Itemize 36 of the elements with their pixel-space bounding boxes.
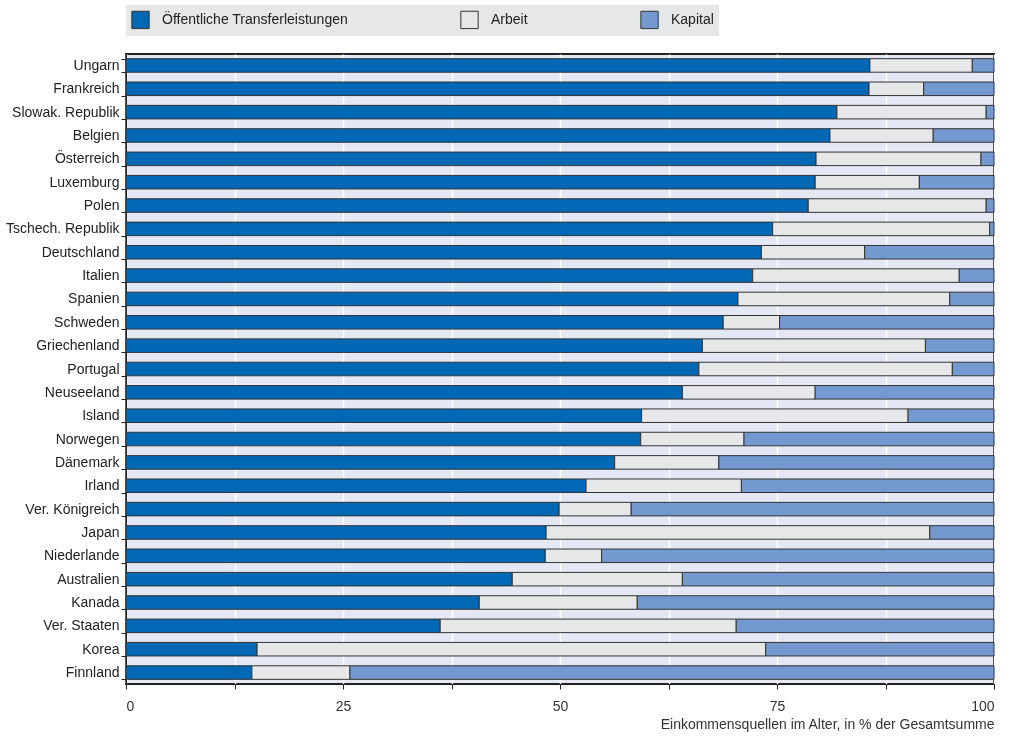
y-tick-label: Spanien	[68, 290, 120, 307]
y-tick-label: Korea	[82, 640, 120, 657]
y-tick-label: Frankreich	[53, 80, 120, 97]
y-tick-label: Deutschland	[41, 243, 120, 260]
y-tick-label: Portugal	[67, 360, 120, 377]
y-tick-label: Luxemburg	[49, 173, 120, 190]
y-tick-label: Norwegen	[55, 430, 120, 447]
y-tick-label: Italien	[82, 267, 120, 284]
y-tick-label: Finnland	[65, 664, 120, 681]
y-tick-label: Polen	[83, 197, 120, 214]
legend-label: Öffentliche Transferleistungen	[162, 9, 348, 27]
y-tick-label: Japan	[81, 523, 120, 540]
y-tick-label: Ver. Königreich	[25, 500, 120, 517]
y-tick-label: Österreich	[54, 149, 120, 167]
y-tick-label: Island	[82, 407, 120, 424]
y-tick-label: Belgien	[72, 126, 120, 143]
legend-label: Kapital	[671, 10, 714, 27]
y-tick-label: Tschech. Republik	[5, 220, 121, 237]
legend-label: Arbeit	[491, 10, 528, 27]
y-tick-label: Dänemark	[54, 453, 121, 470]
y-tick-label: Australien	[57, 570, 120, 587]
x-tick-label: 25	[335, 697, 352, 714]
x-axis-title: Einkommensquellen im Alter, in % der Gesamtsumme	[660, 715, 995, 732]
y-tick-label: Irland	[84, 477, 120, 494]
y-tick-label: Ungarn	[73, 56, 120, 73]
y-tick-label: Slowak. Republik	[12, 103, 121, 120]
x-tick-label: 75	[769, 697, 786, 714]
x-tick-label: 50	[552, 697, 569, 714]
y-tick-label: Ver. Staaten	[43, 617, 120, 634]
y-tick-label: Niederlande	[44, 547, 120, 564]
y-tick-label: Schweden	[54, 313, 120, 330]
y-tick-label: Griechenland	[36, 337, 120, 354]
y-tick-label: Kanada	[71, 594, 120, 611]
y-tick-label: Neuseeland	[44, 383, 120, 400]
x-tick-label: 100	[971, 697, 995, 714]
x-tick-label: 0	[126, 697, 135, 714]
